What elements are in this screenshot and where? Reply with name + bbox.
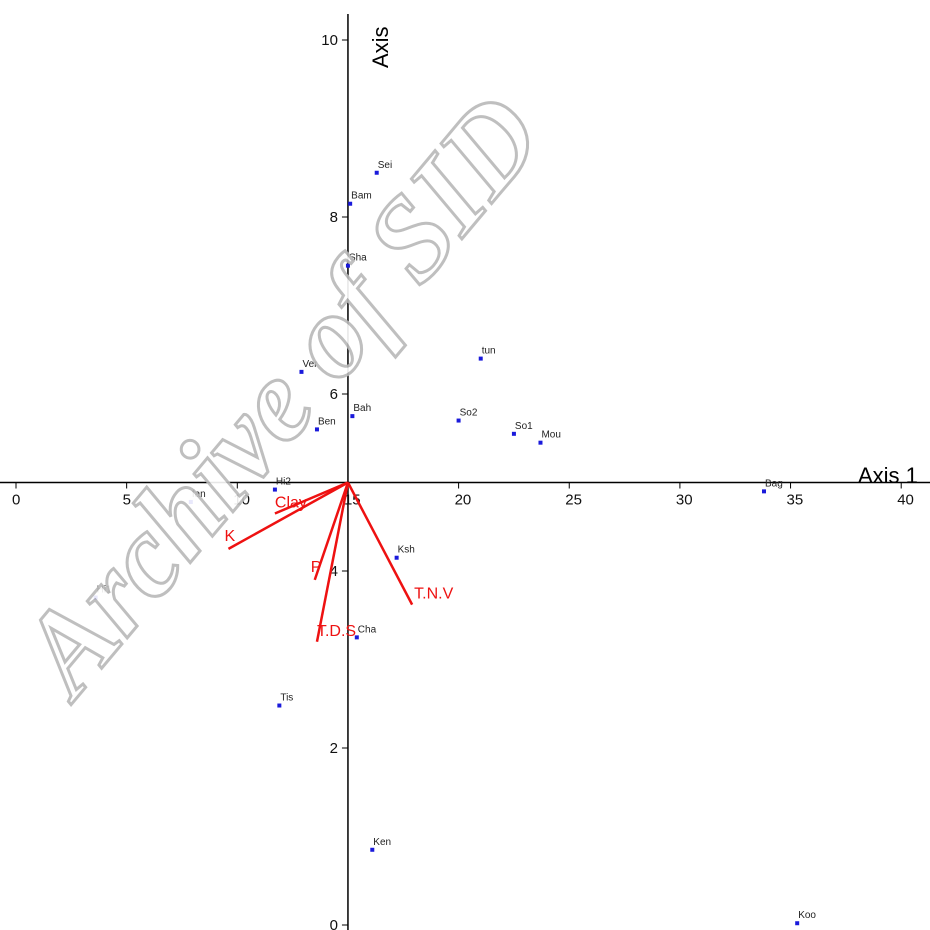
site-label: Cha bbox=[358, 624, 377, 635]
y-tick-label: 10 bbox=[321, 32, 338, 49]
vector-label: T.D.S bbox=[317, 623, 356, 640]
y-tick-label: 0 bbox=[330, 917, 338, 930]
watermark: Archive of SID bbox=[0, 70, 567, 722]
x-tick-label: 30 bbox=[676, 492, 693, 509]
site-label: Bag bbox=[765, 478, 783, 489]
x-tick-label: 35 bbox=[787, 492, 804, 509]
site-point bbox=[370, 848, 374, 852]
site-point bbox=[348, 202, 352, 206]
site-point bbox=[795, 921, 799, 925]
vector-label: T.N.V bbox=[414, 586, 453, 603]
y-tick-label: 2 bbox=[330, 740, 338, 757]
site-label: Koo bbox=[798, 910, 816, 921]
site-label: So1 bbox=[515, 421, 533, 432]
site-label: Mou bbox=[541, 430, 560, 441]
y-axis-title: Axis bbox=[368, 26, 393, 68]
site-label: So2 bbox=[460, 408, 478, 419]
site-label: Ken bbox=[373, 837, 391, 848]
site-point bbox=[479, 357, 483, 361]
site-point bbox=[350, 414, 354, 418]
x-tick-label: 25 bbox=[565, 492, 582, 509]
site-point bbox=[395, 556, 399, 560]
site-label: Ksh bbox=[398, 545, 415, 556]
vector-line bbox=[348, 483, 412, 605]
x-tick-label: 20 bbox=[455, 492, 472, 509]
x-tick-label: 0 bbox=[12, 492, 20, 509]
site-label: tun bbox=[482, 346, 496, 357]
site-point bbox=[538, 441, 542, 445]
x-tick-label: 40 bbox=[897, 492, 914, 509]
site-point bbox=[512, 432, 516, 436]
site-point bbox=[355, 635, 359, 639]
site-point bbox=[762, 489, 766, 493]
x-axis-title: Axis 1 bbox=[858, 463, 918, 488]
site-label: Tis bbox=[280, 693, 293, 704]
site-point bbox=[277, 704, 281, 708]
vector-label: P bbox=[311, 559, 322, 576]
site-point bbox=[457, 419, 461, 423]
